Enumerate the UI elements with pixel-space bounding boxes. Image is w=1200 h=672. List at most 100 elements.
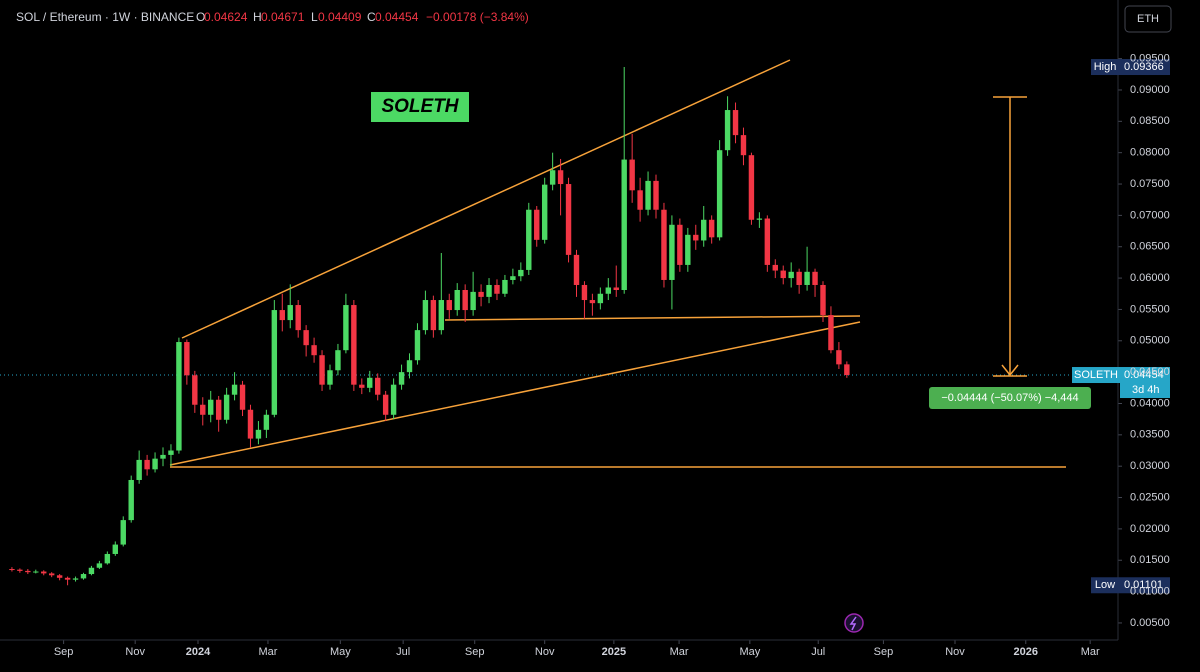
ohlc-letter: O [196,10,205,24]
x-tick-label: Sep [54,646,74,658]
ohlc-letter: C [367,10,376,24]
candle-body [160,454,166,459]
candle-body [494,284,500,294]
candle-body [748,155,755,220]
high-tag-label-box [1091,59,1120,76]
candle-body [223,394,230,420]
low-tag-label: Low [1095,579,1115,591]
price-value: 0.04454 [1124,369,1164,381]
candle-body [462,289,468,311]
x-tick-label: May [739,646,760,658]
x-tick-label: Nov [535,646,555,658]
candle-body [319,355,325,385]
candle-body [303,330,309,346]
ohlc-letter: H [253,10,262,24]
alert-icon-bolt [849,616,857,631]
y-tick-label: 0.09000 [1130,84,1170,96]
y-tick-label: 0.08500 [1130,115,1170,127]
candle-body [104,553,111,564]
high-tag-value: 0.09366 [1124,61,1164,73]
candle-body [25,570,31,573]
candle-body [41,571,47,574]
y-tick-label: 0.06000 [1130,272,1170,284]
candle-body [311,345,317,356]
candle-body [621,159,627,290]
trend-line [181,59,791,339]
measure-label: −0.04444 (−50.07%) −4,444 [941,392,1078,404]
candle-body [788,271,794,279]
candle-body [215,399,222,420]
symbol: SOL / Ethereum · 1W · BINANCE [16,10,194,24]
candle-body [828,315,834,351]
candle-body [9,569,15,571]
candle-body [557,170,564,185]
y-tick-label: 0.02500 [1130,491,1170,503]
candle-body [605,287,612,294]
candle-body [406,360,413,373]
candle-body [208,399,214,415]
price-value-box [1120,367,1170,399]
price-tags: High 0.09366 Low 0.01101 SOLETH 0.04454 3d 4h [1072,59,1170,594]
candle-body [231,384,238,395]
high-value: 0.04671 [261,10,305,24]
currency[interactable]: ETH [1137,13,1159,25]
candle-body [446,300,452,311]
low-tag-value-box [1120,577,1170,594]
high-tag-value-box [1120,59,1170,76]
candle-body [677,224,683,265]
candle-body [780,270,786,279]
price-tag-box [1072,367,1120,384]
candle-body [33,571,39,573]
candle-body [390,384,397,415]
candle-body [335,350,341,371]
currency-button[interactable] [1124,5,1172,33]
candle-body [581,284,588,301]
y-tick-label: 0.03500 [1130,429,1170,441]
candle-body [573,254,580,285]
x-tick-label: 2024 [186,646,211,658]
candle-body [669,224,675,280]
high-tag-label: High [1094,61,1117,73]
candle-body [708,219,715,238]
candle-body [72,578,79,580]
trend-line [444,315,861,321]
candle-body [112,544,119,554]
y-tick-label: 0.01500 [1130,554,1170,566]
candle-body [374,377,381,395]
x-tick-label: Mar [258,646,277,658]
candle-body [96,563,103,568]
x-tick-label: Mar [670,646,689,658]
y-tick-label: 0.00500 [1130,617,1170,629]
candle-body [653,180,659,210]
candles [9,67,850,586]
candle-body [820,284,826,316]
candle-body [732,110,739,136]
candle-body [836,350,842,365]
low-tag-label-box [1091,577,1120,594]
candle-body [136,459,142,480]
alert-icon[interactable] [844,613,864,633]
candle-body [470,291,476,311]
change: −0.00178 (−3.84%) [426,10,529,24]
candle-body [287,305,293,321]
low-value: 0.04409 [318,10,362,24]
candle-body [740,135,747,156]
close-value: 0.04454 [375,10,419,24]
candle-body [478,291,484,297]
candle-body [398,372,405,385]
candle-body [661,209,667,280]
x-tick-label: Mar [1081,646,1100,658]
candle-body [844,364,850,376]
x-tick-label: 2025 [602,646,626,658]
candle-body [796,271,802,285]
candle-body [263,414,270,430]
candle-body [327,370,333,385]
candle-body [589,300,596,304]
measure-arrow [1001,364,1019,377]
x-tick-label: Sep [465,646,485,658]
candle-body [414,330,421,361]
low-tag-value: 0.01101 [1124,579,1163,591]
y-tick-label: 0.02000 [1130,523,1170,535]
candle-body [56,575,63,578]
